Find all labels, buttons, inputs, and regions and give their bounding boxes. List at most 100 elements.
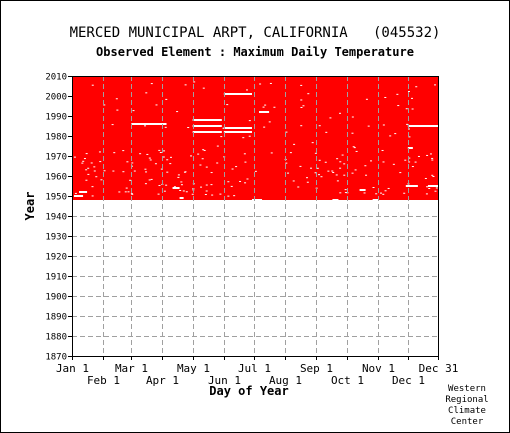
missing-data-speck xyxy=(318,159,321,161)
missing-data-speck xyxy=(205,184,208,186)
missing-data-speck xyxy=(150,83,153,85)
y-tick-label: 1910 xyxy=(45,273,67,283)
missing-data-speck xyxy=(384,96,387,98)
missing-data-speck xyxy=(243,153,246,155)
missing-data-speck xyxy=(118,191,121,193)
missing-data-speck xyxy=(339,112,342,114)
missing-data-speck xyxy=(300,125,303,127)
missing-data-speck xyxy=(408,136,411,138)
missing-data-speck xyxy=(324,161,327,163)
missing-data-speck xyxy=(428,187,431,189)
missing-data-speck xyxy=(103,170,106,172)
missing-data-speck xyxy=(160,168,163,170)
missing-data-speck xyxy=(133,170,136,172)
missing-data-speck xyxy=(404,159,407,161)
y-tick-label: 1870 xyxy=(45,353,67,363)
x-tick-label: Feb 1 xyxy=(87,374,120,387)
missing-data-segment xyxy=(223,93,252,95)
y-axis-label: Year xyxy=(23,192,37,221)
missing-data-speck xyxy=(125,187,128,189)
missing-data-speck xyxy=(327,170,330,172)
missing-data-segment xyxy=(359,189,366,191)
missing-data-speck xyxy=(187,127,190,129)
missing-data-speck xyxy=(204,193,207,195)
missing-data-speck xyxy=(129,179,132,181)
missing-data-speck xyxy=(158,149,161,151)
missing-data-speck xyxy=(122,150,125,152)
missing-data-speck xyxy=(300,99,303,101)
missing-data-speck xyxy=(144,183,147,185)
missing-data-speck xyxy=(150,178,153,180)
missing-data-speck xyxy=(122,171,125,173)
missing-data-speck xyxy=(169,156,172,158)
missing-data-speck xyxy=(285,131,288,133)
missing-data-speck xyxy=(325,131,328,133)
missing-data-speck xyxy=(87,173,90,175)
missing-data-speck xyxy=(300,84,303,86)
missing-data-speck xyxy=(124,191,127,193)
missing-data-speck xyxy=(205,190,208,192)
missing-data-speck xyxy=(197,153,200,155)
source-note-line: Center xyxy=(450,417,484,427)
missing-data-speck xyxy=(384,190,387,192)
missing-data-speck xyxy=(285,162,288,164)
missing-data-speck xyxy=(432,175,435,177)
missing-data-speck xyxy=(343,174,346,176)
missing-data-speck xyxy=(311,142,314,144)
missing-data-speck xyxy=(180,184,183,186)
missing-data-speck xyxy=(163,190,166,192)
missing-data-speck xyxy=(329,117,332,119)
missing-data-segment xyxy=(372,199,379,201)
missing-data-speck xyxy=(394,133,397,135)
missing-data-speck xyxy=(382,124,385,126)
missing-data-speck xyxy=(397,105,400,107)
missing-data-speck xyxy=(380,192,383,194)
missing-data-speck xyxy=(111,124,114,126)
missing-data-segment xyxy=(407,125,438,127)
missing-data-speck xyxy=(93,166,96,168)
missing-data-speck xyxy=(163,150,166,152)
missing-data-speck xyxy=(73,156,76,158)
source-note-line: Regional xyxy=(445,395,489,405)
missing-data-speck xyxy=(131,162,134,164)
missing-data-speck xyxy=(219,193,222,195)
missing-data-speck xyxy=(365,174,368,176)
missing-data-speck xyxy=(216,162,219,164)
missing-data-speck xyxy=(300,106,303,108)
chart-title: MERCED MUNICIPAL ARPT, CALIFORNIA (04553… xyxy=(69,25,441,41)
missing-data-speck xyxy=(310,167,313,169)
missing-data-speck xyxy=(408,157,411,159)
missing-data-segment xyxy=(405,185,418,187)
y-tick-label: 1980 xyxy=(45,133,67,143)
missing-data-speck xyxy=(408,161,411,163)
missing-data-speck xyxy=(336,158,339,160)
missing-data-speck xyxy=(169,163,172,165)
missing-data-speck xyxy=(222,127,225,129)
missing-data-speck xyxy=(426,154,429,156)
missing-data-segment xyxy=(427,185,438,187)
missing-data-speck xyxy=(205,166,208,168)
missing-data-speck xyxy=(424,177,427,179)
missing-data-speck xyxy=(367,125,370,127)
missing-data-speck xyxy=(381,149,384,151)
missing-data-speck xyxy=(332,171,335,173)
missing-data-speck xyxy=(344,192,347,194)
missing-data-speck xyxy=(429,153,432,155)
missing-data-speck xyxy=(184,84,187,86)
plot-area-border xyxy=(72,76,439,357)
missing-data-speck xyxy=(415,86,418,88)
missing-data-speck xyxy=(85,153,88,155)
missing-data-speck xyxy=(351,172,354,174)
missing-data-speck xyxy=(318,174,321,176)
missing-data-speck xyxy=(164,126,167,128)
missing-data-speck xyxy=(353,147,356,149)
missing-data-speck xyxy=(299,165,302,167)
missing-data-speck xyxy=(85,169,88,171)
y-tick-label: 2010 xyxy=(45,73,67,83)
x-tick-label: Jun 1 xyxy=(208,374,241,387)
missing-data-speck xyxy=(264,104,267,106)
missing-data-speck xyxy=(335,174,338,176)
missing-data-speck xyxy=(287,172,290,174)
missing-data-speck xyxy=(99,161,102,163)
missing-data-segment xyxy=(223,131,252,133)
